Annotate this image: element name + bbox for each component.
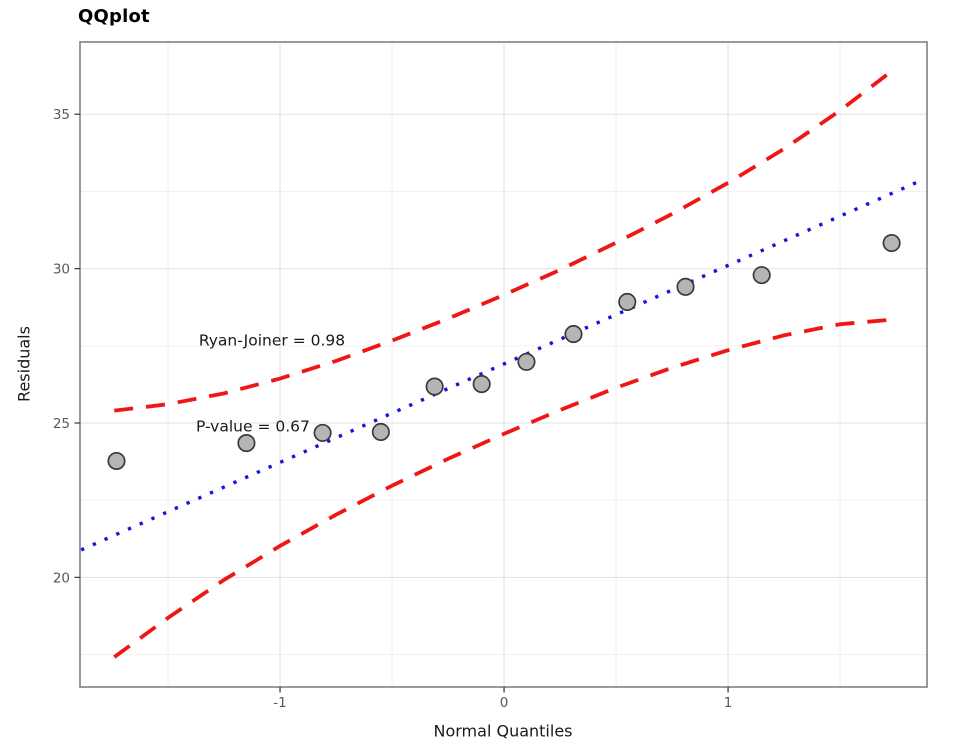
axis-ticks — [74, 113, 729, 693]
data-point — [237, 434, 256, 453]
x-axis-title: Normal Quantiles — [433, 721, 573, 741]
data-point — [107, 451, 126, 471]
chart-title: QQplot — [78, 6, 150, 27]
confidence-band-upper — [114, 71, 891, 413]
annotation-text: Ryan-Joiner = 0.98 — [199, 332, 345, 350]
data-point — [517, 352, 536, 371]
annotation-text: P-value = 0.67 — [196, 418, 310, 436]
y-tick-label: 35 — [53, 107, 70, 123]
data-point — [752, 266, 771, 285]
data-point — [425, 377, 444, 396]
y-tick-label: 20 — [53, 570, 70, 586]
data-points — [107, 233, 901, 471]
data-point — [313, 423, 332, 442]
data-point — [564, 325, 583, 344]
axis-tick-labels: -1 0 1 20 25 30 35 — [53, 107, 733, 711]
confidence-band-lower — [113, 317, 890, 659]
x-tick-label: 0 — [500, 695, 509, 711]
y-tick-label: 30 — [53, 261, 70, 277]
data-point — [618, 292, 637, 312]
y-axis-title: Residuals — [14, 326, 34, 402]
x-tick-label: -1 — [273, 695, 286, 711]
data-point — [676, 277, 695, 296]
grid-major — [80, 42, 927, 687]
x-tick-label: 1 — [724, 695, 733, 711]
data-point — [472, 375, 491, 394]
data-point — [882, 233, 901, 253]
grid-minor — [80, 42, 927, 687]
data-point — [371, 422, 390, 442]
y-tick-label: 25 — [53, 416, 70, 432]
